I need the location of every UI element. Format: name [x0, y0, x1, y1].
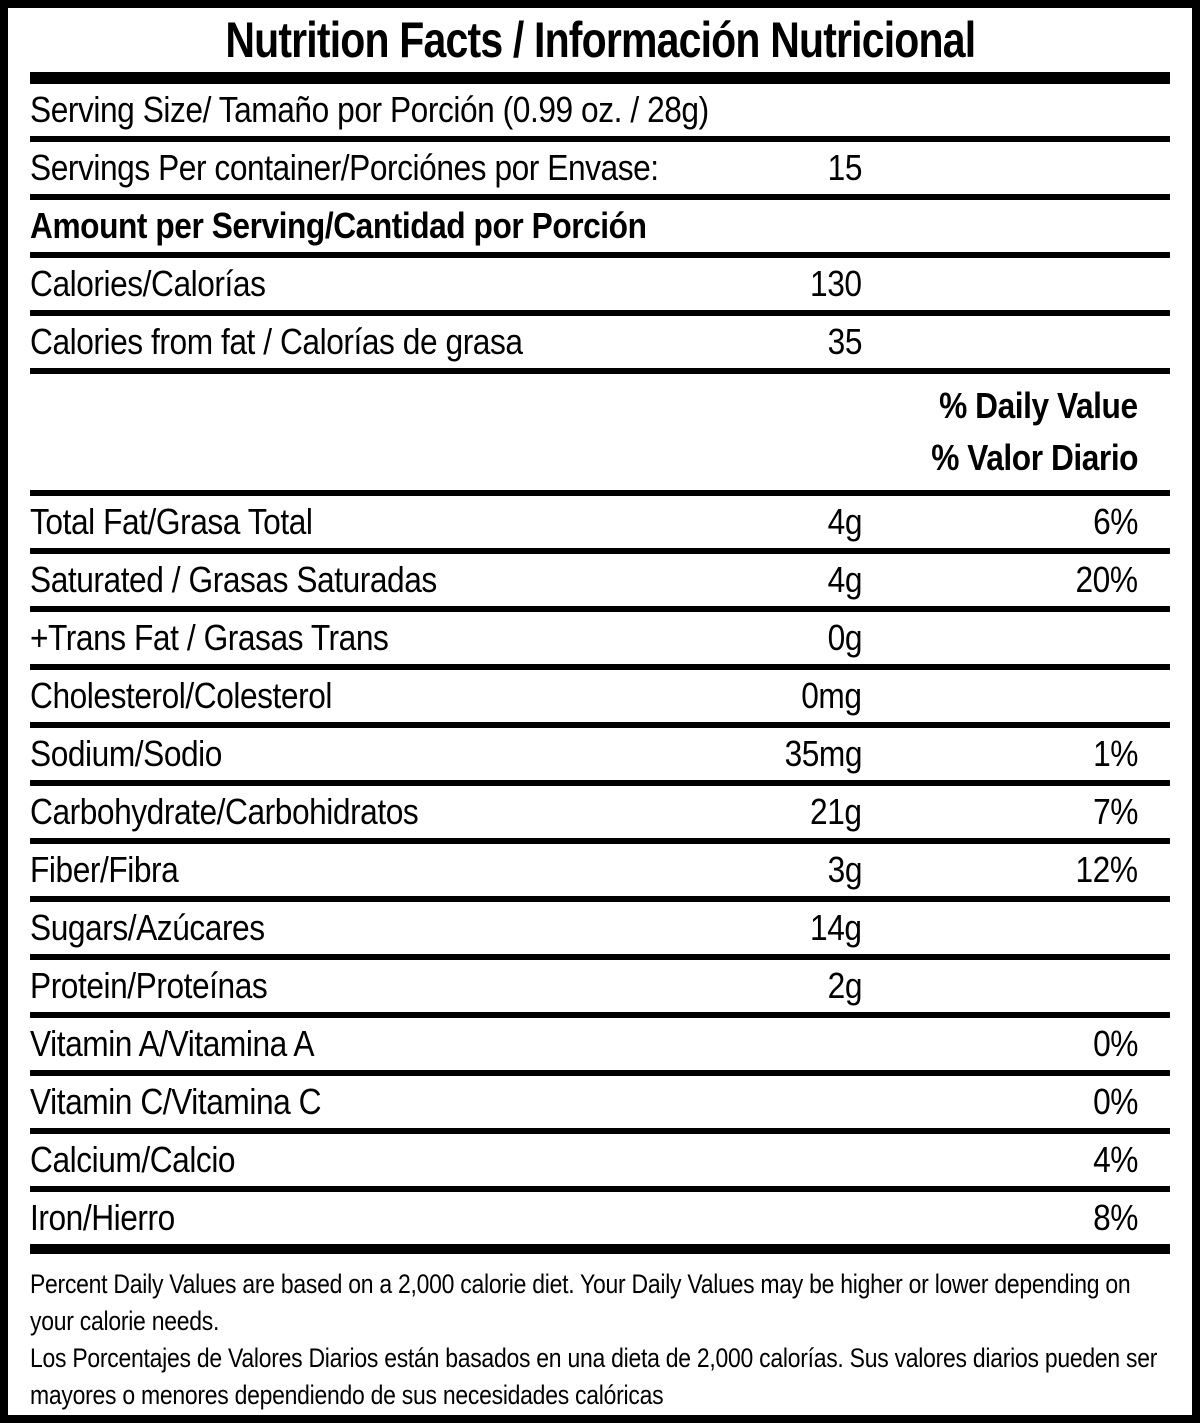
- servings-per-container-value: 15: [827, 147, 863, 188]
- nutrient-daily-value: 8%: [1093, 1197, 1138, 1238]
- nutrient-label: Protein/Proteínas: [30, 965, 268, 1006]
- amount-per-serving-header-row: Amount per Serving/Cantidad por Porción: [30, 200, 1170, 258]
- servings-per-container-row: Servings Per container/Porciónes por Env…: [30, 142, 1170, 200]
- nutrient-row-iron: Iron/Hierro 8%: [30, 1192, 1170, 1254]
- nutrient-amount: 0mg: [801, 675, 863, 716]
- calories-value: 130: [810, 263, 862, 304]
- nutrient-amount: 21g: [810, 791, 862, 832]
- title-divider-bar: [30, 72, 1170, 84]
- nutrient-row-protein: Protein/Proteínas 2g: [30, 960, 1170, 1018]
- serving-size-row: Serving Size/ Tamaño por Porción (0.99 o…: [30, 84, 1170, 142]
- nutrient-amount: 2g: [827, 965, 863, 1006]
- nutrient-amount: 3g: [827, 849, 863, 890]
- nutrient-row-sodium: Sodium/Sodio 35mg 1%: [30, 728, 1170, 786]
- calories-from-fat-label: Calories from fat / Calorías de grasa: [30, 321, 523, 362]
- nutrient-daily-value: 20%: [1075, 559, 1139, 600]
- nutrient-amount: 4g: [827, 501, 863, 542]
- nutrient-row-sugars: Sugars/Azúcares 14g: [30, 902, 1170, 960]
- nutrient-daily-value: 6%: [1093, 501, 1138, 542]
- nutrient-label: Fiber/Fibra: [30, 849, 179, 890]
- calories-label: Calories/Calorías: [30, 263, 266, 304]
- nutrient-row-vitamin-c: Vitamin C/Vitamina C 0%: [30, 1076, 1170, 1134]
- nutrient-label: Iron/Hierro: [30, 1197, 175, 1238]
- nutrient-label: Vitamin A/Vitamina A: [30, 1023, 315, 1064]
- nutrient-daily-value: 1%: [1093, 733, 1138, 774]
- daily-value-header-es: % Valor Diario: [931, 437, 1138, 478]
- nutrient-label: +Trans Fat / Grasas Trans: [30, 617, 389, 658]
- nutrient-row-carbohydrate: Carbohydrate/Carbohidratos 21g 7%: [30, 786, 1170, 844]
- nutrient-daily-value: 0%: [1093, 1023, 1138, 1064]
- nutrient-daily-value: 7%: [1093, 791, 1138, 832]
- nutrient-amount: 14g: [810, 907, 862, 948]
- nutrient-label: Vitamin C/Vitamina C: [30, 1081, 322, 1122]
- nutrient-daily-value: 12%: [1075, 849, 1139, 890]
- calories-row: Calories/Calorías 130: [30, 258, 1170, 316]
- calories-from-fat-value: 35: [827, 321, 863, 362]
- calories-from-fat-row: Calories from fat / Calorías de grasa 35: [30, 316, 1170, 374]
- nutrient-row-trans-fat: +Trans Fat / Grasas Trans 0g: [30, 612, 1170, 670]
- nutrient-label: Saturated / Grasas Saturadas: [30, 559, 437, 600]
- daily-value-header: % Daily Value % Valor Diario: [30, 374, 1170, 496]
- nutrient-label: Carbohydrate/Carbohidratos: [30, 791, 419, 832]
- servings-per-container-label: Servings Per container/Porciónes por Env…: [30, 147, 659, 188]
- nutrient-label: Sugars/Azúcares: [30, 907, 265, 948]
- nutrient-row-calcium: Calcium/Calcio 4%: [30, 1134, 1170, 1192]
- nutrient-daily-value: 4%: [1093, 1139, 1138, 1180]
- nutrient-label: Cholesterol/Colesterol: [30, 675, 332, 716]
- nutrient-label: Total Fat/Grasa Total: [30, 501, 313, 542]
- label-title-text: Nutrition Facts / Información Nutriciona…: [225, 12, 976, 68]
- nutrient-row-saturated-fat: Saturated / Grasas Saturadas 4g 20%: [30, 554, 1170, 612]
- footnote-english: Percent Daily Values are based on a 2,00…: [30, 1269, 1131, 1336]
- daily-value-header-en: % Daily Value: [939, 385, 1138, 426]
- nutrient-row-vitamin-a: Vitamin A/Vitamina A 0%: [30, 1018, 1170, 1076]
- nutrient-label: Calcium/Calcio: [30, 1139, 236, 1180]
- nutrient-amount: 0g: [827, 617, 863, 658]
- footnote-spanish: Los Porcentajes de Valores Diarios están…: [30, 1343, 1158, 1410]
- nutrient-row-cholesterol: Cholesterol/Colesterol 0mg: [30, 670, 1170, 728]
- amount-per-serving-header: Amount per Serving/Cantidad por Porción: [30, 205, 647, 246]
- label-title: Nutrition Facts / Información Nutriciona…: [30, 8, 1170, 72]
- footnote: Percent Daily Values are based on a 2,00…: [30, 1254, 1170, 1414]
- nutrient-amount: 35mg: [784, 733, 863, 774]
- nutrient-amount: 4g: [827, 559, 863, 600]
- nutrient-daily-value: 0%: [1093, 1081, 1138, 1122]
- nutrient-row-total-fat: Total Fat/Grasa Total 4g 6%: [30, 496, 1170, 554]
- nutrient-row-fiber: Fiber/Fibra 3g 12%: [30, 844, 1170, 902]
- serving-size-label: Serving Size/ Tamaño por Porción (0.99 o…: [30, 89, 709, 130]
- nutrient-label: Sodium/Sodio: [30, 733, 222, 774]
